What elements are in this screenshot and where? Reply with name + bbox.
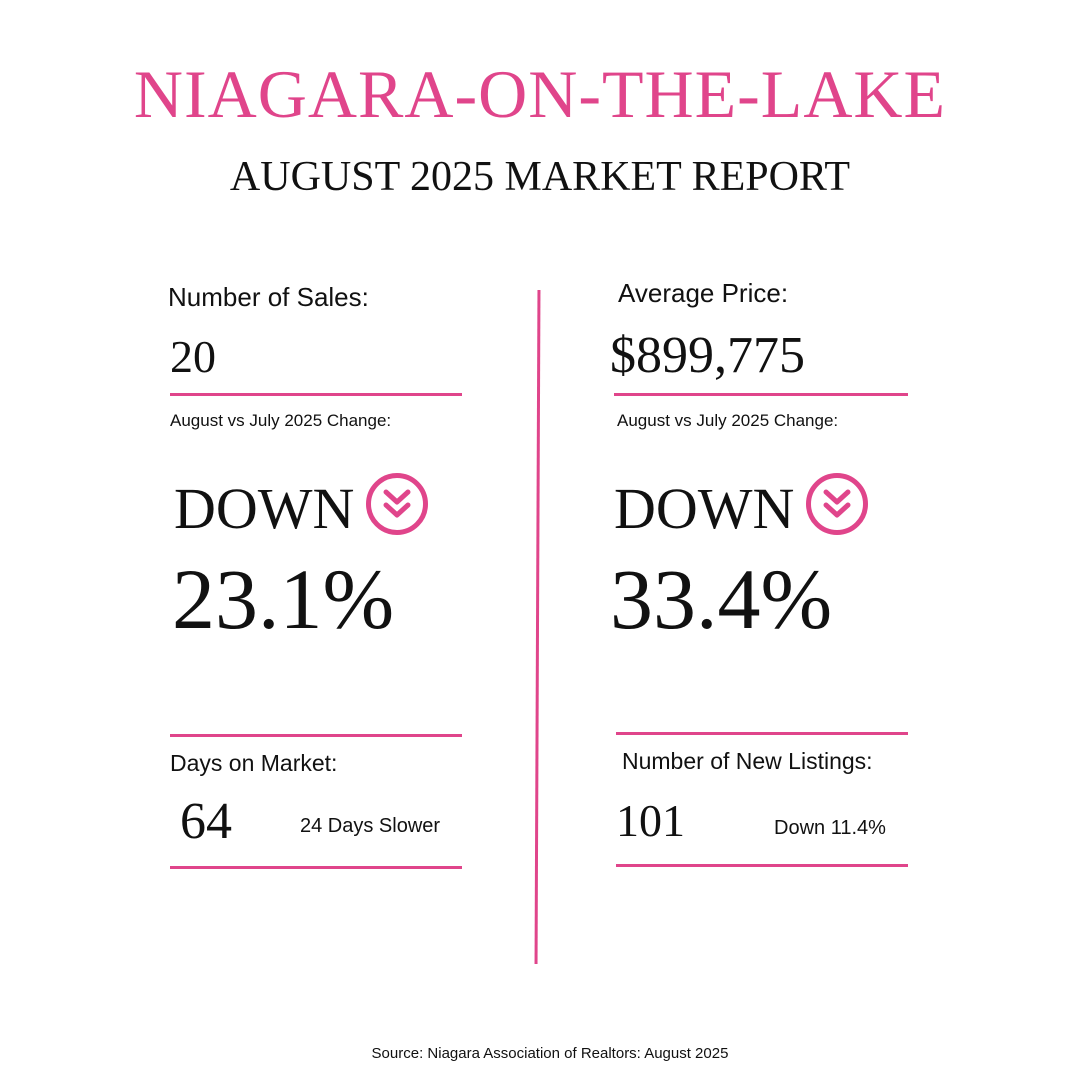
price-value: $899,775: [610, 327, 805, 384]
sales-underline: [170, 393, 462, 396]
sales-value: 20: [170, 331, 216, 382]
sales-change-label: August vs July 2025 Change:: [170, 411, 392, 430]
price-direction: DOWN: [614, 476, 795, 541]
price-percent: 33.4%: [610, 551, 833, 647]
report-title: NIAGARA-ON-THE-LAKE: [133, 56, 947, 132]
dom-bottom-line: [170, 866, 462, 869]
listings-label: Number of New Listings:: [622, 748, 873, 774]
double-chevron-down-icon: [365, 472, 429, 536]
report-subtitle: AUGUST 2025 MARKET REPORT: [229, 154, 851, 200]
dom-note: 24 Days Slower: [300, 815, 441, 837]
sales-direction: DOWN: [174, 476, 355, 541]
sales-percent: 23.1%: [172, 551, 395, 647]
listings-bottom-line: [616, 864, 908, 867]
price-underline: [614, 393, 908, 396]
dom-top-line: [170, 734, 462, 737]
listings-note: Down 11.4%: [774, 817, 886, 839]
dom-label: Days on Market:: [170, 750, 338, 776]
listings-value: 101: [616, 795, 685, 846]
center-divider: [534, 289, 541, 965]
price-change-label: August vs July 2025 Change:: [617, 411, 839, 430]
listings-top-line: [616, 732, 908, 735]
sales-label: Number of Sales:: [168, 282, 369, 312]
double-chevron-down-icon: [805, 472, 869, 536]
dom-value: 64: [180, 793, 232, 850]
price-label: Average Price:: [618, 278, 789, 308]
source-footer: Source: Niagara Association of Realtors:…: [371, 1045, 729, 1062]
